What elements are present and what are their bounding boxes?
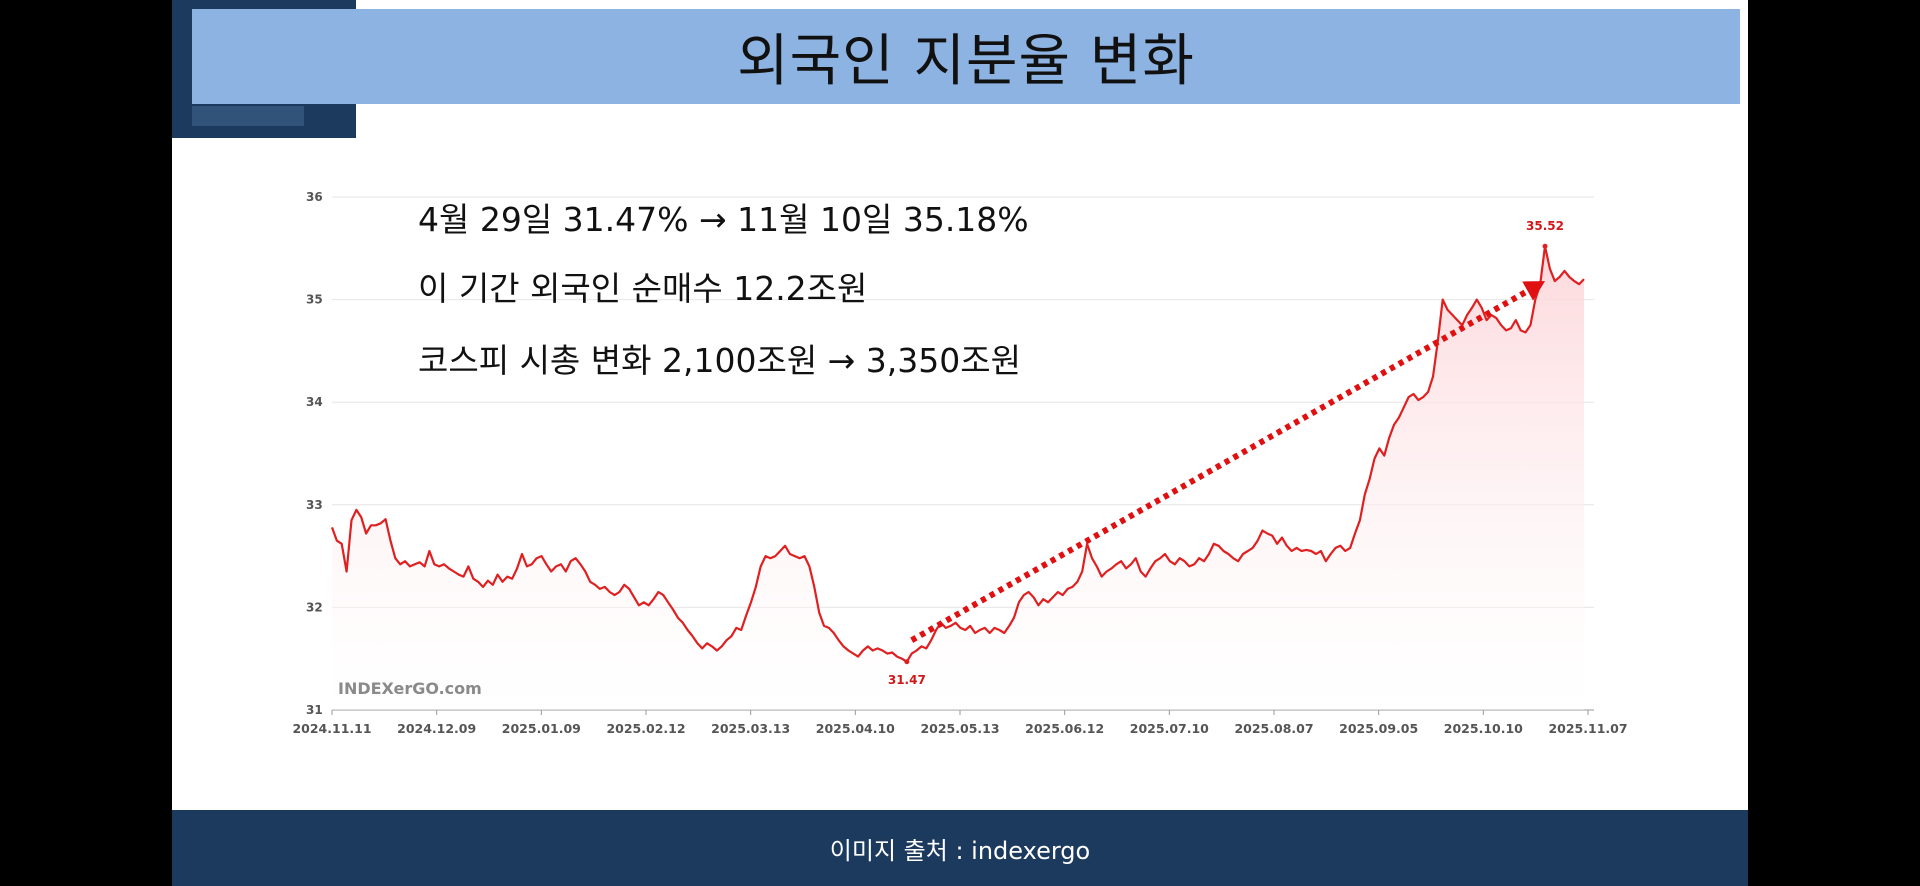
x-tick-label: 2025.02.12 [606, 721, 685, 736]
x-tick-label: 2025.03.13 [711, 721, 790, 736]
x-tick-label: 2025.07.10 [1130, 721, 1209, 736]
x-tick-label: 2025.05.13 [920, 721, 999, 736]
y-tick-label: 32 [306, 600, 323, 614]
y-tick-label: 33 [306, 498, 323, 512]
area-fill [332, 246, 1584, 710]
watermark: INDEXerGO.com [338, 679, 482, 698]
note-2: 이 기간 외국인 순매수 12.2조원 [418, 269, 868, 308]
note-1: 4월 29일 31.47% → 11월 10일 35.18% [418, 200, 1029, 239]
y-tick-label: 31 [306, 703, 323, 717]
blurred-logo [192, 106, 304, 126]
trend-dotted-arrow [910, 288, 1530, 643]
x-tick-label: 2025.01.09 [502, 721, 581, 736]
y-tick-label: 35 [306, 293, 323, 307]
x-tick-label: 2024.12.09 [397, 721, 476, 736]
extreme-label: 35.52 [1526, 219, 1564, 233]
extreme-label: 31.47 [888, 673, 926, 687]
footer-source: 이미지 출처 : indexergo [829, 836, 1091, 865]
trend-arrow-head [1522, 281, 1546, 301]
note-3: 코스피 시총 변화 2,100조원 → 3,350조원 [418, 341, 1022, 380]
series-line [330, 245, 1585, 663]
x-tick-label: 2025.10.10 [1444, 721, 1523, 736]
extreme-point [904, 659, 910, 665]
x-tick-label: 2025.06.12 [1025, 721, 1104, 736]
footer-bar: 이미지 출처 : indexergo [172, 810, 1748, 886]
y-tick-label: 36 [306, 190, 323, 204]
slide: 외국인 지분율 변화 31 32 33 34 35 36 2024.11.11 2024.12… [172, 0, 1748, 886]
x-tick-label: 2025.08.07 [1234, 721, 1313, 736]
extreme-point [1542, 243, 1548, 249]
x-tick-label: 2025.09.05 [1339, 721, 1418, 736]
y-tick-label: 34 [306, 395, 323, 409]
x-tick-label: 2024.11.11 [292, 721, 371, 736]
line-chart: 31 32 33 34 35 36 2024.11.11 2024.12.09 2025.01.… [292, 190, 1627, 736]
slide-title: 외국인 지분율 변화 [737, 29, 1195, 94]
x-tick-label: 2025.04.10 [816, 721, 895, 736]
title-bar: 외국인 지분율 변화 [192, 9, 1740, 104]
x-tick-label: 2025.11.07 [1548, 721, 1627, 736]
